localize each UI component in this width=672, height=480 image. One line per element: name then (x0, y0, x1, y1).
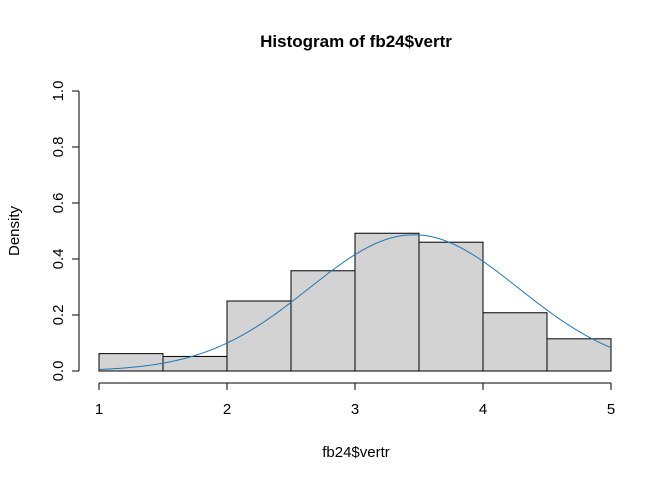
x-axis: 1 2 3 4 5 (95, 382, 615, 418)
chart-title: Histogram of fb24$vertr (260, 32, 452, 51)
histogram-bar-6 (418, 241, 484, 372)
x-tick-label: 1 (95, 401, 103, 418)
x-tick-label: 2 (223, 401, 231, 418)
density-curve (98, 234, 612, 370)
y-tick-label: 0.8 (50, 137, 67, 158)
histogram-bar-8 (546, 338, 612, 372)
histogram-bar-2 (162, 355, 228, 372)
y-axis: 0.0 0.2 0.4 0.6 0.8 1.0 (50, 81, 80, 382)
histogram-bar-4 (290, 270, 356, 372)
y-tick-label: 0.0 (50, 361, 67, 382)
x-tick-label: 5 (607, 401, 615, 418)
x-tick-label: 4 (479, 401, 487, 418)
x-tick-label: 3 (351, 401, 359, 418)
histogram-bar-5 (354, 232, 420, 372)
y-tick-label: 0.2 (50, 305, 67, 326)
y-axis-label: Density (6, 205, 23, 256)
histogram-bar-3 (226, 300, 292, 372)
x-axis-label: fb24$vertr (322, 444, 390, 461)
histogram-bar-7 (482, 312, 548, 372)
y-tick-label: 0.4 (50, 249, 67, 270)
histogram-bar-1 (98, 353, 164, 372)
y-tick-label: 1.0 (50, 81, 67, 102)
bars-group (98, 232, 612, 372)
y-tick-label: 0.6 (50, 193, 67, 214)
